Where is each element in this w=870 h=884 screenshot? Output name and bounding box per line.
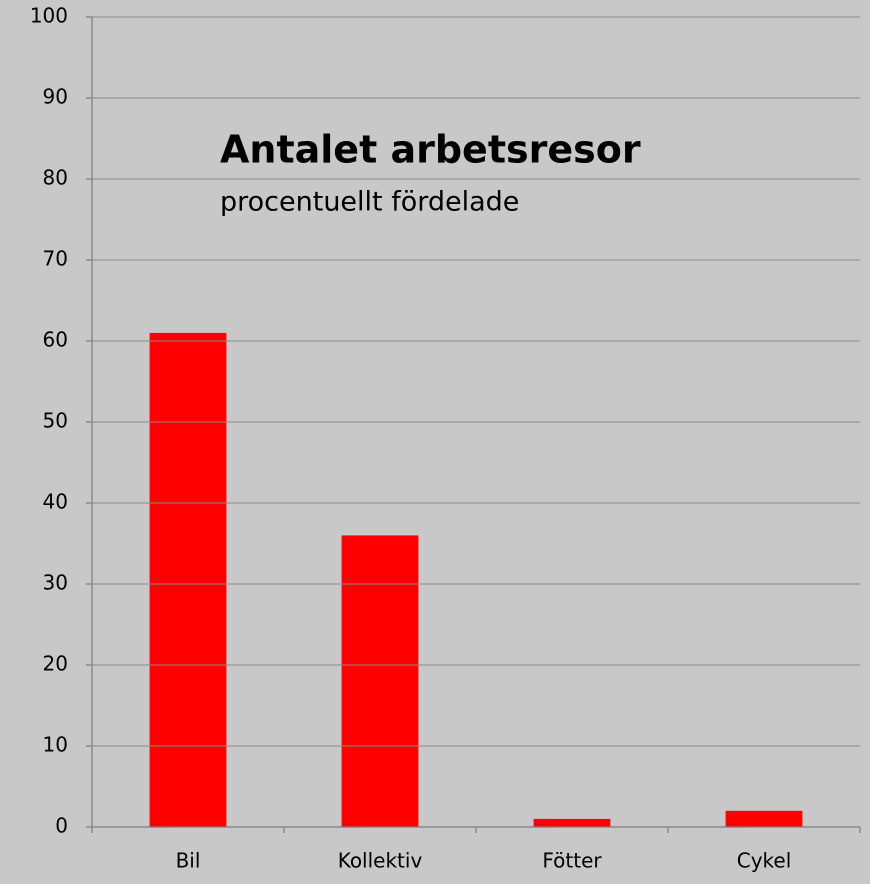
chart-title: Antalet arbetsresor [220,128,641,172]
y-tick-label: 50 [43,409,68,433]
bar [341,535,419,827]
y-tick-label: 40 [43,490,68,514]
bar [149,332,227,827]
x-tick-label: Fötter [542,849,602,873]
y-tick-label: 100 [30,4,68,28]
y-tick-label: 90 [43,85,68,109]
y-tick-label: 30 [43,571,68,595]
x-tick-label: Bil [176,849,201,873]
y-tick-label: 20 [43,652,68,676]
y-tick-label: 70 [43,247,68,271]
x-tick-label: Kollektiv [338,849,423,873]
y-tick-label: 80 [43,166,68,190]
x-tick-label: Cykel [737,849,792,873]
y-tick-label: 0 [55,814,68,838]
y-tick-label: 60 [43,328,68,352]
chart-subtitle: procentuellt fördelade [220,187,519,218]
y-tick-label: 10 [43,733,68,757]
bar [725,810,803,827]
bar [533,818,611,827]
